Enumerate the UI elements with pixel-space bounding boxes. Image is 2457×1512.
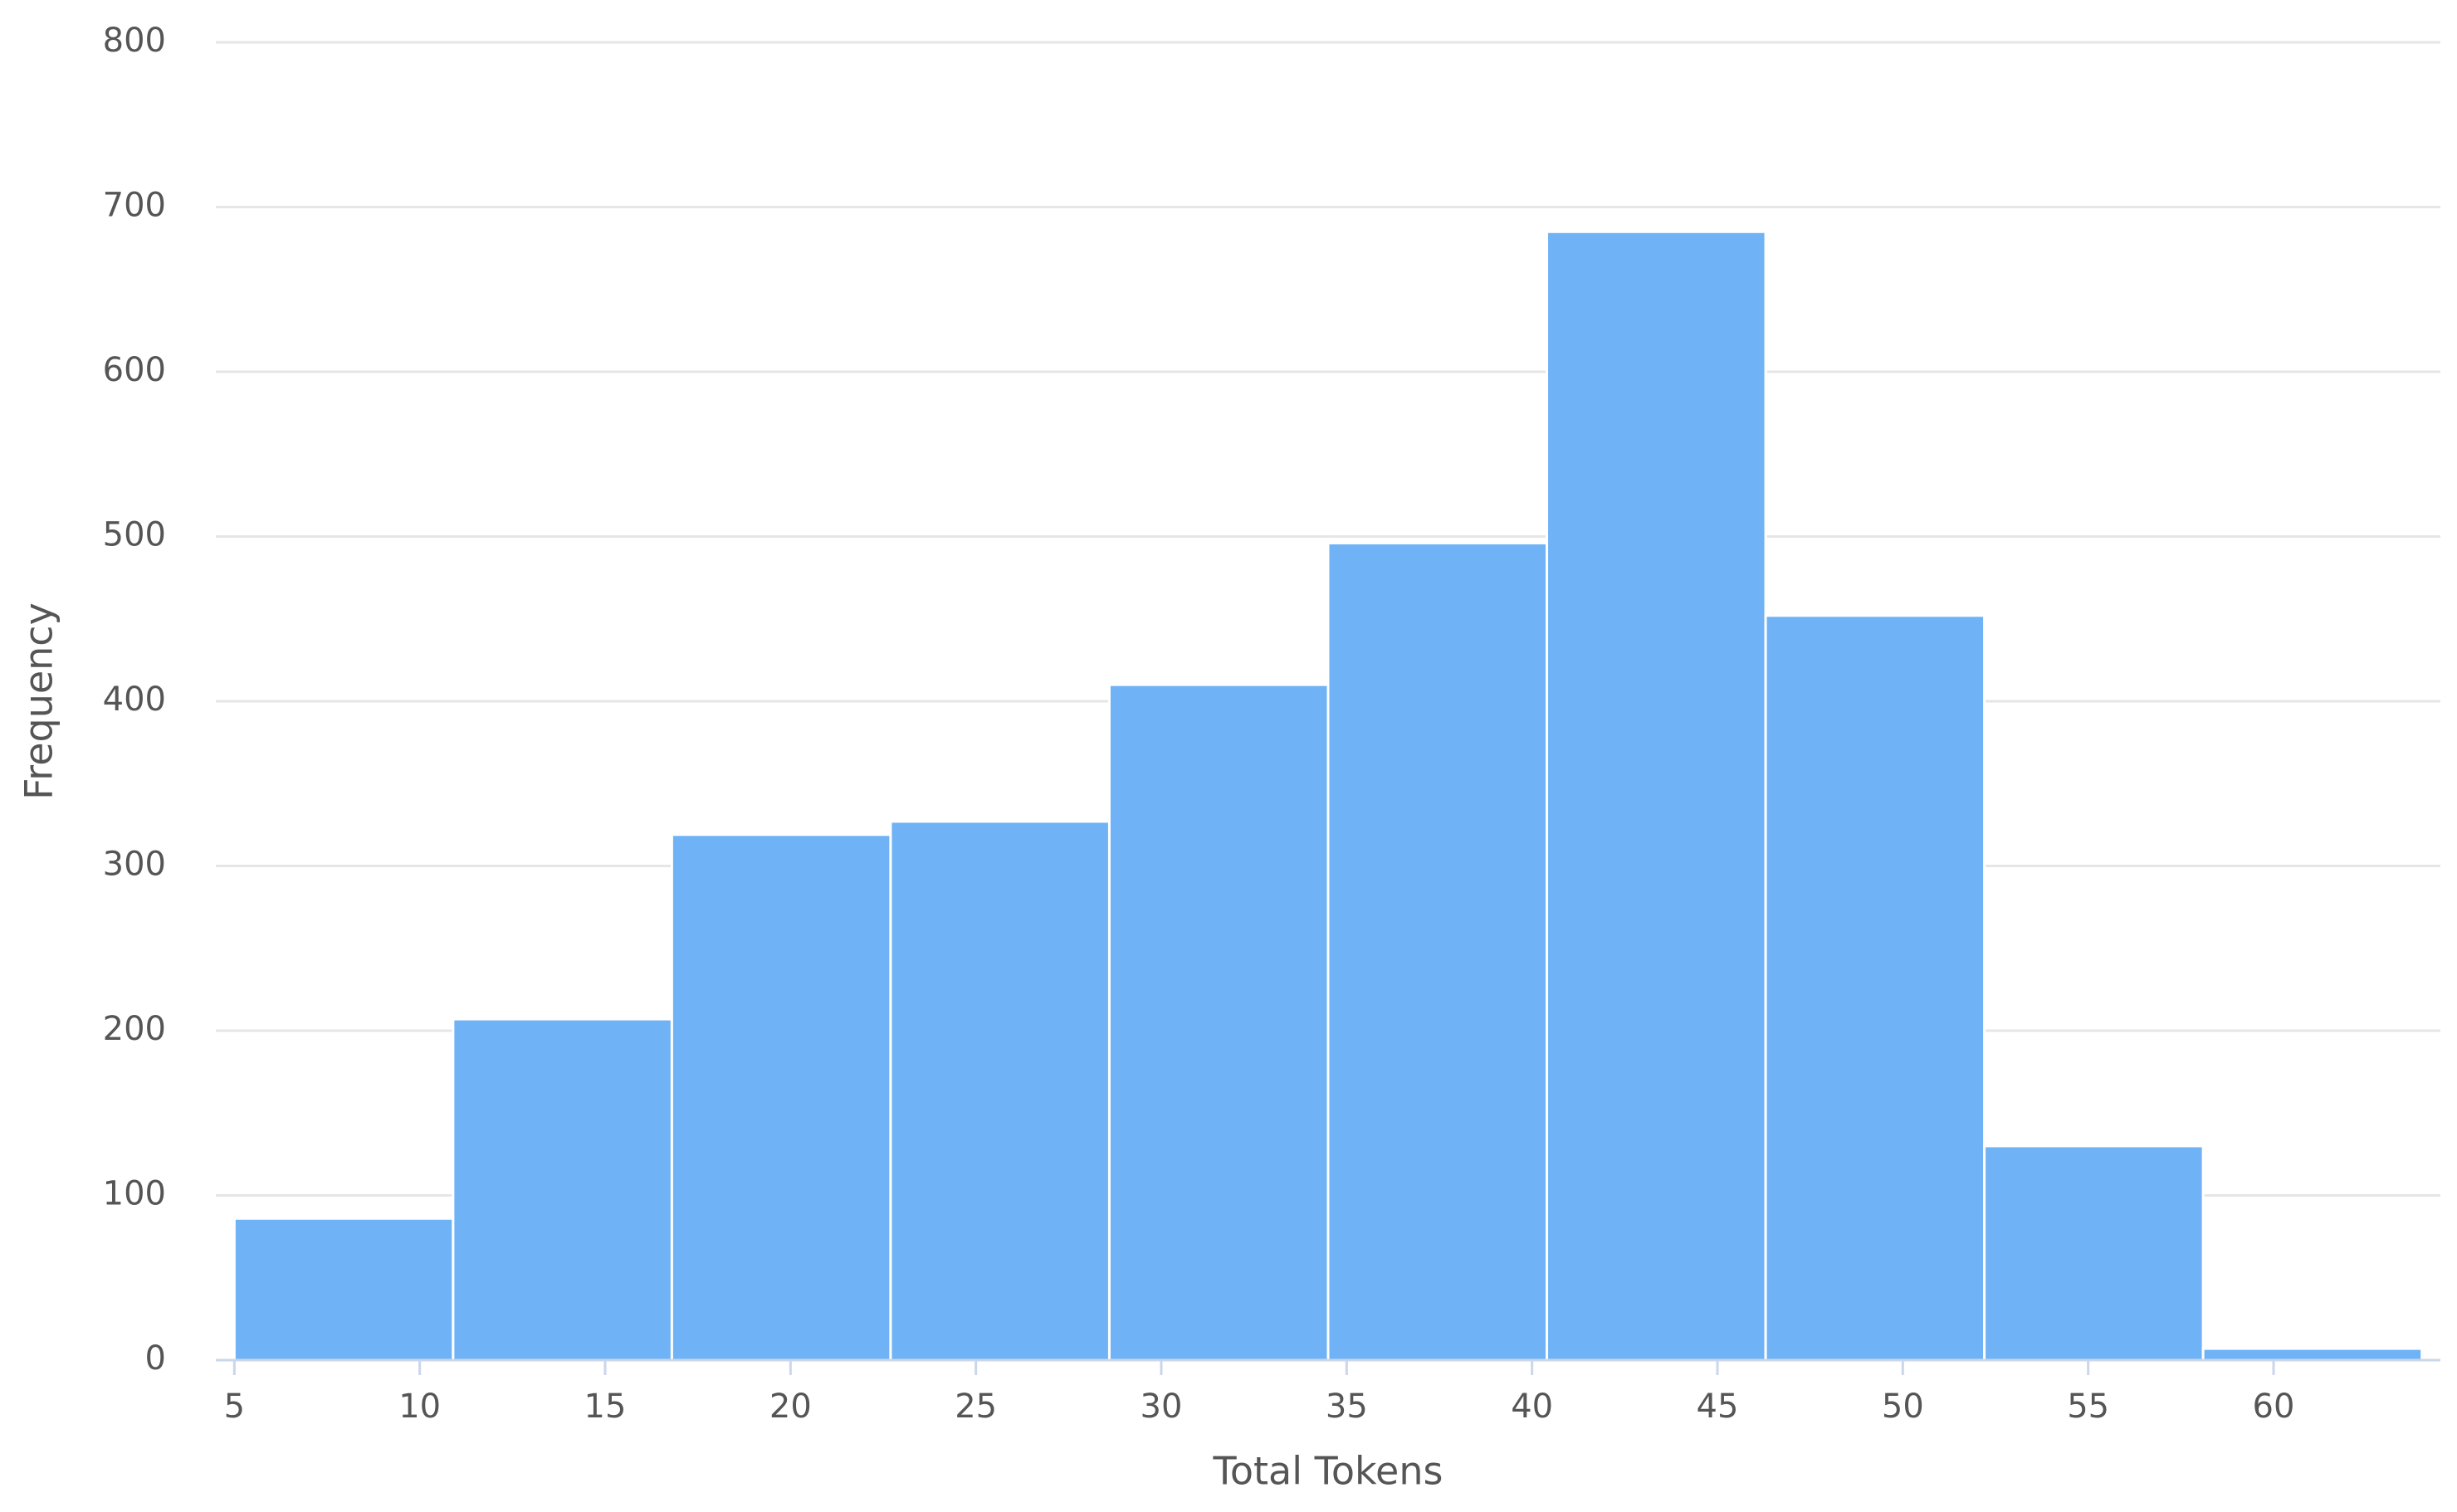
bar: [452, 1017, 673, 1362]
y-tick-label: 100: [103, 1175, 166, 1213]
x-tick-label: 40: [1511, 1388, 1553, 1426]
x-tick-label: 55: [2067, 1388, 2109, 1426]
x-tick-label: 50: [1882, 1388, 1924, 1426]
y-tick-label: 800: [103, 22, 166, 60]
bar: [1107, 683, 1330, 1362]
y-axis-title: Frequency: [17, 602, 61, 800]
bar: [1326, 541, 1549, 1362]
x-tick-label: 5: [224, 1388, 245, 1426]
x-tick-label: 45: [1697, 1388, 1739, 1426]
x-tick-label: 10: [398, 1388, 441, 1426]
x-axis-title: Total Tokens: [1213, 1449, 1443, 1494]
y-tick-label: 400: [103, 680, 166, 719]
y-tick-label: 500: [103, 516, 166, 554]
bar: [232, 1217, 455, 1362]
bar: [1546, 230, 1767, 1362]
y-tick-label: 300: [103, 846, 166, 884]
bar: [889, 820, 1111, 1362]
y-tick-label: 0: [145, 1339, 166, 1378]
y-tick-label: 700: [103, 187, 166, 225]
x-tick-label: 60: [2253, 1388, 2295, 1426]
x-tick-label: 20: [769, 1388, 812, 1426]
bar: [1983, 1144, 2205, 1362]
y-tick-label: 200: [103, 1010, 166, 1048]
x-tick-label: 35: [1326, 1388, 1368, 1426]
bar: [1764, 614, 1986, 1362]
x-tick-label: 25: [955, 1388, 997, 1426]
x-tick-label: 30: [1141, 1388, 1183, 1426]
bar: [670, 833, 892, 1362]
x-tick-label: 15: [584, 1388, 627, 1426]
bar: [2201, 1347, 2424, 1362]
y-tick-label: 600: [103, 351, 166, 389]
